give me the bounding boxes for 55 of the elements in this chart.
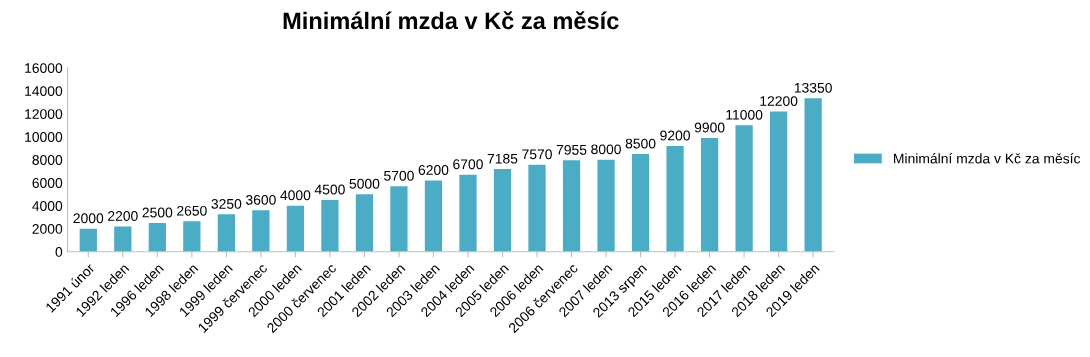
y-tick-label: 0 [55,247,63,257]
bar [459,174,477,252]
data-label: 7185 [487,153,518,164]
bar [390,186,408,252]
data-label: 8500 [625,138,656,149]
data-label: 11000 [726,109,763,120]
y-tick-label: 4000 [32,201,63,211]
data-label: 7570 [522,149,552,160]
bar [493,169,512,252]
bar [148,222,166,252]
data-label: 5700 [384,170,414,181]
bar [631,154,650,252]
y-tick-label: 14000 [25,86,63,96]
data-label: 2650 [177,205,207,216]
data-label: 13350 [794,82,832,93]
data-label: 12200 [760,96,798,106]
bar [183,221,201,252]
data-label: 9900 [694,122,725,133]
bar [769,111,788,252]
bar [804,98,822,252]
y-tick-label: 2000 [32,224,63,234]
y-tick-label: 16000 [25,63,63,73]
bar [114,226,132,252]
bar [597,159,615,252]
data-label: 4500 [314,184,345,195]
data-label: 2500 [142,207,173,218]
data-label: 4000 [280,190,311,201]
y-tick-label: 12000 [25,109,63,119]
data-label: 8000 [591,144,621,155]
bar [562,160,581,252]
bar [735,125,753,252]
bar [321,199,339,252]
bar [217,214,235,252]
data-label: 7955 [556,144,587,155]
bar [79,228,97,252]
legend-label: Minimální mzda v Kč za měsíc [894,153,1081,164]
bar [666,145,684,252]
bar [424,180,443,252]
data-label: 3250 [211,198,242,209]
data-label: 2000 [73,213,104,224]
data-label: 6200 [418,165,449,175]
bar [252,210,270,252]
y-tick-label: 10000 [25,132,63,142]
bar [286,205,305,252]
bar [355,194,374,252]
data-label: 6700 [453,159,483,170]
bar [528,164,546,252]
bar [700,137,719,252]
data-label: 5000 [349,178,380,189]
data-label: 2200 [108,211,138,221]
data-label: 3600 [245,194,276,205]
chart-title: Minimální mzda v Kč za měsíc [283,11,619,30]
y-tick-label: 6000 [32,178,63,188]
data-label: 9200 [660,130,690,141]
y-tick-label: 8000 [32,155,63,165]
